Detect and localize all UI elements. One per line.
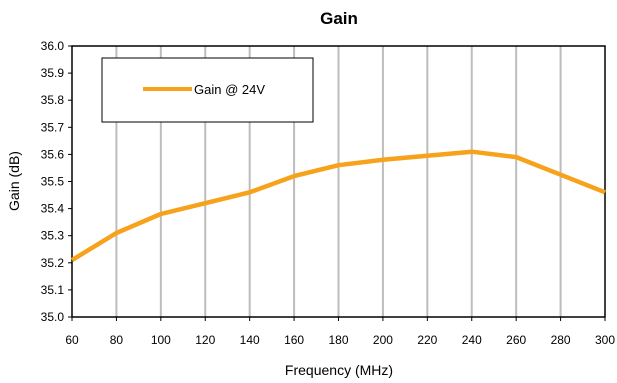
y-tick-label: 35.0 bbox=[41, 310, 65, 324]
legend-box bbox=[101, 57, 314, 123]
x-tick-label: 80 bbox=[110, 333, 124, 347]
series-line bbox=[70, 149, 606, 263]
x-tick-label: 240 bbox=[462, 333, 482, 347]
x-tick-label: 280 bbox=[551, 333, 571, 347]
x-tick-label: 160 bbox=[284, 333, 304, 347]
legend: Gain @ 24V bbox=[101, 57, 314, 123]
y-tick-label: 35.8 bbox=[41, 93, 65, 107]
series-layer bbox=[70, 149, 606, 263]
x-tick-label: 300 bbox=[595, 333, 615, 347]
y-tick-label: 35.6 bbox=[41, 147, 65, 161]
y-tick-label: 35.3 bbox=[41, 229, 65, 243]
y-tick-label: 35.4 bbox=[41, 202, 65, 216]
x-tick-label: 60 bbox=[65, 333, 79, 347]
x-axis-title: Frequency (MHz) bbox=[285, 362, 393, 378]
y-tick-label: 35.2 bbox=[41, 256, 65, 270]
y-tick-label: 35.1 bbox=[41, 283, 65, 297]
ticks-layer: 60 80 100 120 140 160 180 200 220 240 260 280 300 35.… bbox=[41, 39, 616, 347]
y-tick-label: 36.0 bbox=[41, 39, 65, 53]
x-tick-label: 120 bbox=[195, 333, 215, 347]
x-tick-label: 200 bbox=[373, 333, 393, 347]
x-tick-label: 220 bbox=[417, 333, 437, 347]
y-tick-label: 35.9 bbox=[41, 66, 65, 80]
x-tick-label: 140 bbox=[240, 333, 260, 347]
y-tick-label: 35.5 bbox=[41, 175, 65, 189]
x-tick-label: 180 bbox=[328, 333, 348, 347]
y-tick-label: 35.7 bbox=[41, 120, 65, 134]
legend-label: Gain @ 24V bbox=[194, 82, 265, 97]
chart-title: Gain bbox=[320, 9, 358, 28]
x-tick-label: 260 bbox=[506, 333, 526, 347]
y-axis-title: Gain (dB) bbox=[6, 151, 22, 211]
x-tick-label: 100 bbox=[151, 333, 171, 347]
